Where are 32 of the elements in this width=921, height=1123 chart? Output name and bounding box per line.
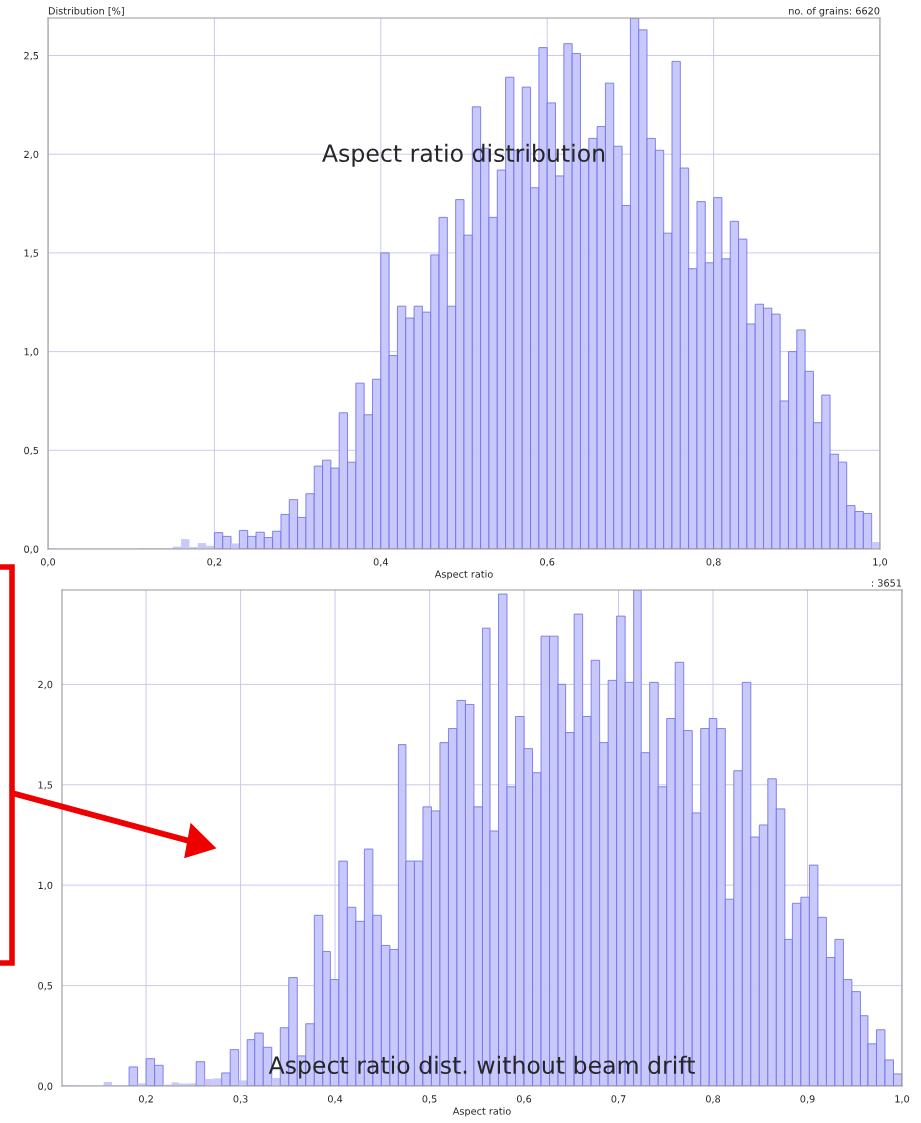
x-tick-label: 1,0 [873, 558, 888, 567]
y-tick-label: 2,5 [24, 51, 39, 61]
y-tick-label: 1,5 [24, 249, 39, 258]
y-tick-label: 0,5 [38, 982, 53, 991]
y-tick-label: 1,0 [38, 881, 53, 891]
text: Aspect ratio distribution [322, 143, 605, 167]
x-tick-label: 0,8 [705, 1095, 721, 1104]
x-tick-label: 0,4 [373, 558, 388, 567]
x-tick-label: 0,4 [327, 1095, 343, 1104]
text: Aspect ratio dist. without beam drift [268, 1055, 695, 1079]
y-axis-title: Distribution [%] [48, 7, 124, 16]
x-tick-label: 0,8 [706, 558, 721, 567]
y-tick-label: 0,5 [24, 446, 39, 456]
text: : 3651 [872, 579, 902, 587]
x-axis-title: Aspect ratio [434, 570, 493, 580]
y-tick-label: 0,0 [38, 1082, 53, 1091]
text: no. of grains: 6620 [789, 7, 880, 17]
x-tick-label: 0,3 [233, 1095, 248, 1104]
y-tick-label: 2,0 [38, 680, 53, 690]
x-tick-label: 0,7 [611, 1095, 626, 1104]
x-tick-label: 0,2 [139, 1095, 153, 1104]
x-tick-label: 0,9 [800, 1095, 815, 1104]
y-tick-label: 1,5 [38, 781, 53, 790]
x-tick-label: 0,5 [422, 1095, 437, 1104]
x-axis-title: Aspect ratio [452, 1107, 511, 1117]
y-tick-label: 0,0 [24, 545, 39, 554]
x-tick-label: 0,6 [540, 558, 555, 567]
x-tick-label: 0,6 [516, 1095, 532, 1104]
y-tick-label: 1,0 [24, 348, 39, 357]
x-tick-label: 0,2 [207, 558, 222, 567]
y-tick-label: 2,0 [24, 150, 39, 160]
x-tick-label: 1,0 [895, 1095, 910, 1104]
